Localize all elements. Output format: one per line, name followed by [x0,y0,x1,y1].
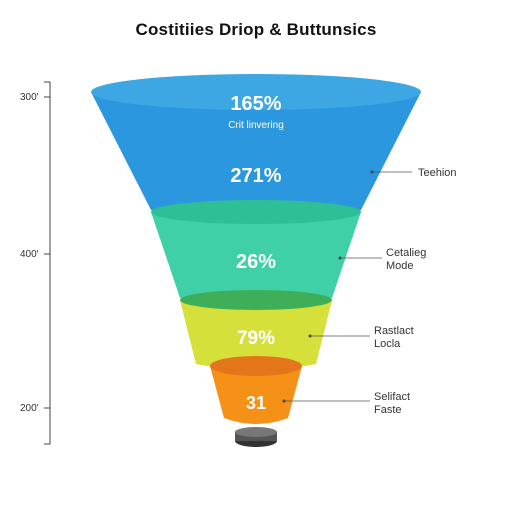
funnel-segment-top [151,200,361,224]
y-tick-label: 300' [20,92,39,103]
stage-value-label: 26% [236,251,276,273]
stage-value-label: 165% [230,93,281,115]
funnel-segment [151,212,361,305]
funnel-segment [210,366,302,424]
stage-sublabel: Crit linvering [228,120,284,131]
funnel-segment-top [180,290,332,310]
stage-callout-label: Selifact [374,391,410,403]
funnel-base-top [235,427,277,437]
funnel-segment [180,300,332,370]
funnel-segment-top [91,74,421,110]
callout-leader-dot [338,256,342,260]
stage-callout-label: Faste [374,404,402,416]
stage-value-label: 79% [237,328,275,349]
chart-title: Costitiies Driop & Buttunsics [135,20,377,39]
stage-callout-label: Mode [386,260,414,272]
stage-value-label: 271% [230,165,281,187]
stage-value-label: 31 [246,393,266,413]
funnel-segment [91,92,421,220]
stage-callout-label: Teehion [418,167,457,179]
callout-leader-dot [282,399,286,403]
y-tick-label: 400' [20,249,39,260]
stage-callout-label: Rastlact [374,325,414,337]
funnel-segment-top [210,356,302,376]
y-tick-label: 200' [20,403,39,414]
callout-leader-dot [308,334,312,338]
callout-leader-dot [370,170,374,174]
stage-callout-label: Cetalieg [386,247,426,259]
stage-callout-label: Locla [374,338,401,350]
